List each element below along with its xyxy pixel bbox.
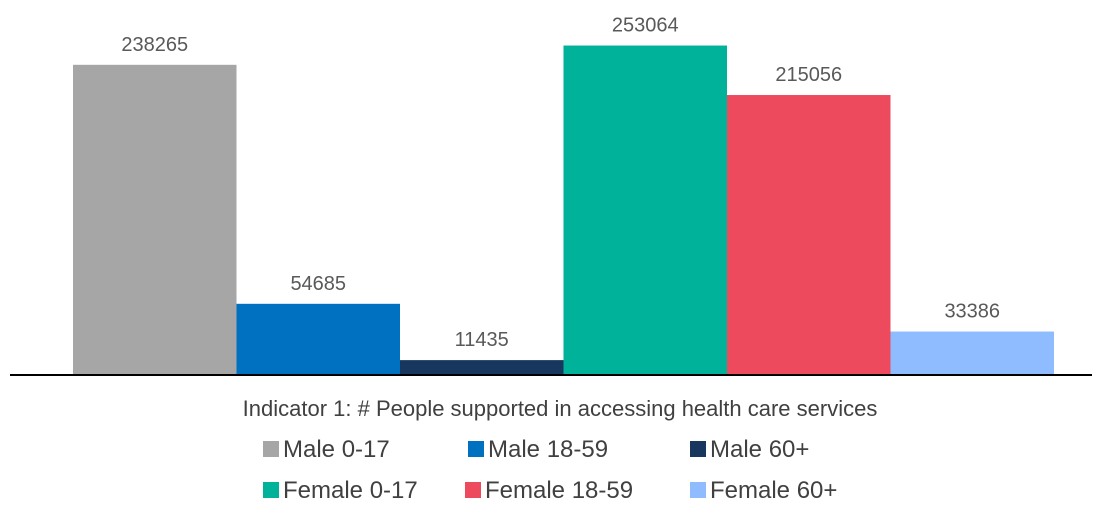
legend-label-male-60: Male 60+: [710, 436, 809, 463]
legend-item-male-0-17: Male 0-17: [263, 436, 390, 463]
legend-item-female-0-17: Female 0-17: [263, 477, 418, 504]
legend-item-male-18-59: Male 18-59: [468, 436, 608, 463]
legend-label-female-0-17: Female 0-17: [283, 477, 418, 504]
bar-female-18-59: [727, 95, 891, 376]
data-label-female-0-17: 253064: [612, 15, 679, 37]
data-label-male-0-17: 238265: [121, 34, 188, 56]
legend-label-male-18-59: Male 18-59: [488, 436, 608, 463]
bar-female-60: [890, 331, 1054, 375]
legend-item-male-60: Male 60+: [690, 436, 809, 463]
legend-label-female-60: Female 60+: [710, 477, 837, 504]
category-label: Indicator 1: # People supported in acces…: [243, 396, 878, 421]
legend: Male 0-17 Male 18-59 Male 60+ Female 0-17 Fe…: [263, 436, 837, 504]
legend-swatch-female-18-59: [465, 482, 481, 498]
bars-group: [73, 45, 1054, 376]
legend-swatch-female-60: [690, 482, 706, 498]
legend-swatch-female-0-17: [263, 482, 279, 498]
legend-item-female-18-59: Female 18-59: [465, 477, 633, 504]
legend-label-female-18-59: Female 18-59: [485, 477, 633, 504]
data-label-female-18-59: 215056: [775, 64, 842, 86]
data-labels-group: 238265 54685 11435 253064 215056 33386: [121, 15, 1000, 352]
bar-male-18-59: [236, 303, 400, 375]
bar-male-60: [400, 360, 564, 375]
data-label-male-18-59: 54685: [290, 273, 346, 295]
legend-item-female-60: Female 60+: [690, 477, 837, 504]
data-label-male-60: 11435: [455, 329, 509, 351]
bar-male-0-17: [73, 64, 237, 376]
bar-female-0-17: [563, 45, 727, 376]
legend-swatch-male-18-59: [468, 441, 484, 457]
legend-swatch-male-60: [690, 441, 706, 457]
legend-label-male-0-17: Male 0-17: [283, 436, 390, 463]
data-label-female-60: 33386: [944, 301, 1000, 323]
legend-swatch-male-0-17: [263, 441, 279, 457]
